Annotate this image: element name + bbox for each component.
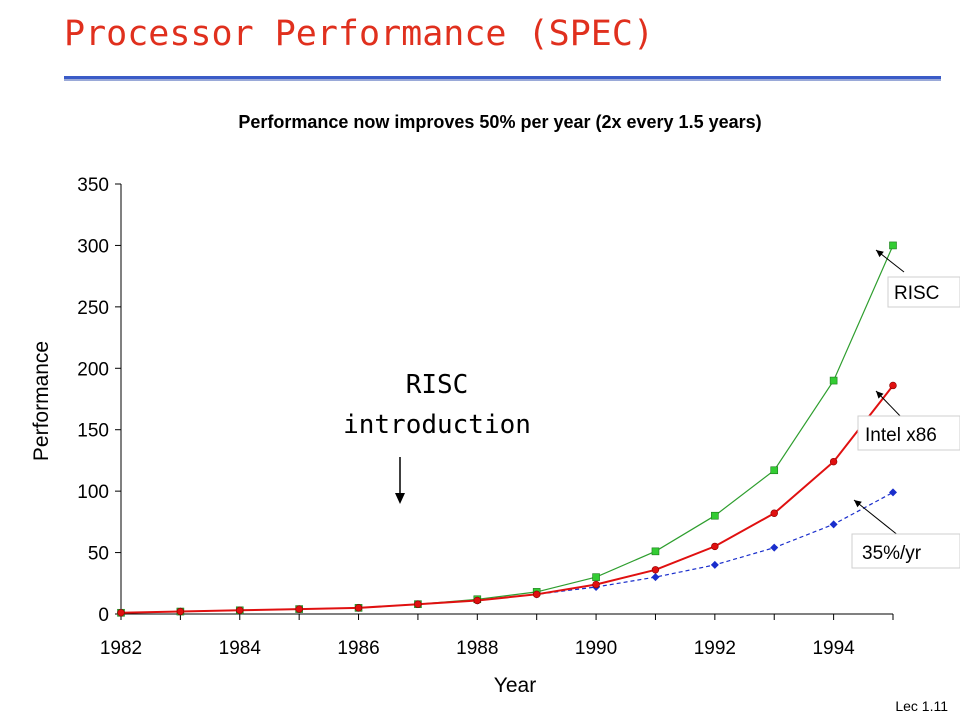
x-tick-label: 1992 <box>694 638 736 659</box>
data-point <box>354 604 363 612</box>
slide-title: Processor Performance (SPEC) <box>64 14 655 54</box>
series-label-text: 35%/yr <box>862 543 922 564</box>
label-box <box>851 533 960 569</box>
data-point <box>592 573 600 581</box>
series-label-35-yr: 35%/yr <box>851 499 960 569</box>
callout-arrow-head <box>395 493 405 504</box>
data-point <box>710 560 719 569</box>
arrow-head <box>854 500 862 508</box>
data-point <box>592 580 600 589</box>
x-tick-label: 1988 <box>456 638 498 659</box>
data-point <box>236 606 244 615</box>
y-tick-label: 250 <box>77 298 109 319</box>
slide-number: Lec 1.11 <box>895 698 948 714</box>
series-label-text: RISC <box>894 283 939 304</box>
data-point <box>473 596 482 605</box>
data-point <box>829 457 838 466</box>
y-tick-label: 100 <box>77 482 109 503</box>
risc-introduction-callout: RISC introduction <box>343 370 531 504</box>
x-tick-label: 1990 <box>575 638 617 659</box>
data-point <box>117 609 125 617</box>
data-point <box>770 543 779 552</box>
data-point <box>770 509 778 517</box>
series-label-intel-x86: Intel x86 <box>857 390 960 451</box>
x-tick-label: 1984 <box>219 638 262 659</box>
data-point <box>651 573 660 582</box>
label-box <box>857 415 960 451</box>
data-point <box>889 241 897 250</box>
series-line <box>120 384 894 614</box>
x-tick-label: 1994 <box>812 638 855 659</box>
data-point <box>295 605 303 613</box>
y-tick-label: 0 <box>98 605 109 626</box>
chart-subtitle: Performance now improves 50% per year (2… <box>238 112 762 132</box>
chart-labels: RISC Intel x86 35%/yr RISC introduction <box>343 249 960 569</box>
arrow-head <box>876 250 884 258</box>
data-point <box>711 511 719 520</box>
data-point <box>711 542 719 551</box>
y-axis-title: Performance <box>30 341 53 461</box>
callout-line-2: introduction <box>343 410 531 440</box>
data-point <box>651 547 660 556</box>
y-tick-label: 200 <box>77 359 109 380</box>
chart-series <box>117 241 897 617</box>
data-point <box>829 376 838 385</box>
callout-line-1: RISC <box>406 370 469 400</box>
data-point <box>176 607 185 616</box>
y-tick-label: 150 <box>77 421 109 442</box>
chart-axes: 0 50 100 150 200 250 300 350 1982 1984 1986 1988 199… <box>30 175 894 697</box>
arrow-head <box>876 391 884 399</box>
label-arrow <box>853 499 905 541</box>
x-tick-label: 1982 <box>100 638 142 659</box>
title-divider <box>64 76 941 79</box>
series-label-text: Intel x86 <box>865 425 937 446</box>
data-point <box>770 466 779 475</box>
data-point <box>414 600 422 608</box>
series-intel-x86 <box>117 381 897 617</box>
label-box <box>887 276 960 308</box>
data-point <box>889 488 897 497</box>
data-point <box>532 590 541 599</box>
y-tick-label: 300 <box>77 236 109 257</box>
data-point <box>889 381 897 390</box>
series-label-risc: RISC <box>875 249 960 308</box>
x-axis-title: Year <box>494 674 536 697</box>
data-point <box>651 566 660 574</box>
x-tick-label: 1986 <box>337 638 379 659</box>
data-point <box>829 520 838 529</box>
y-tick-label: 50 <box>88 544 109 565</box>
y-tick-label: 350 <box>77 175 109 196</box>
